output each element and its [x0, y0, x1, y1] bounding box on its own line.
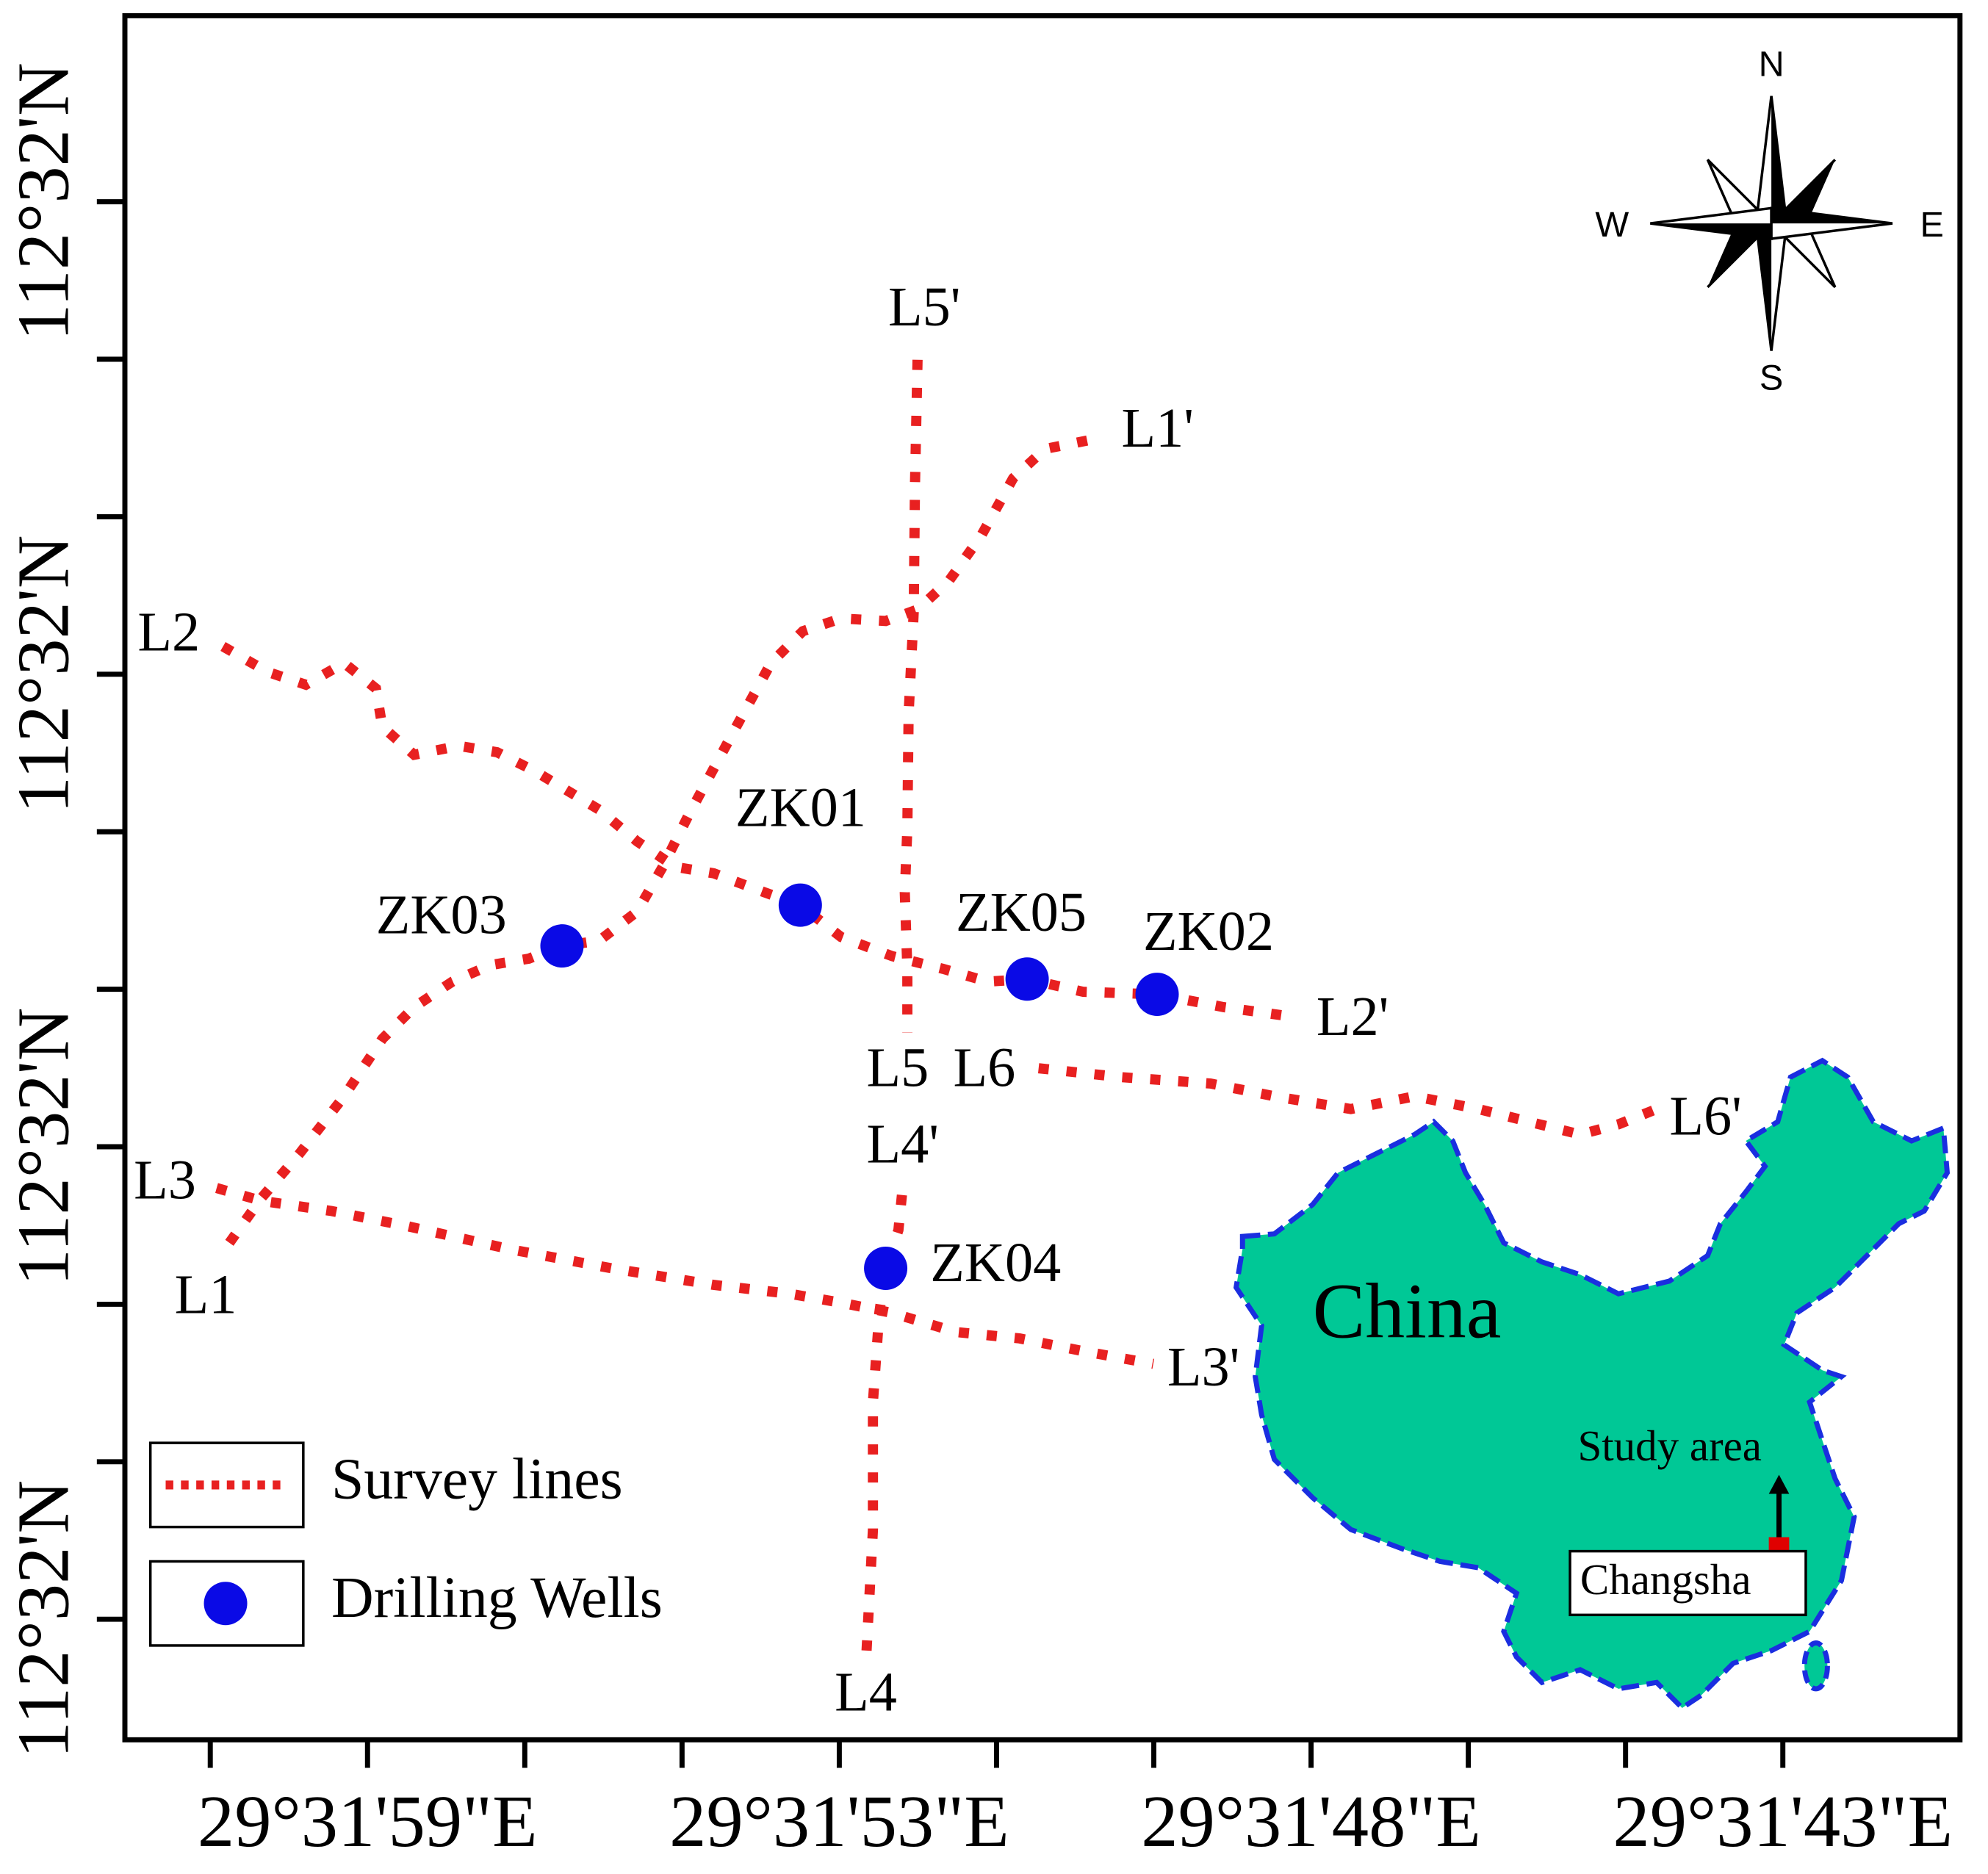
legend-well-symbol — [204, 1582, 248, 1626]
legend: Survey lines Drilling Wells — [148, 1441, 663, 1647]
study-area-marker — [1768, 1537, 1790, 1553]
y-tick-label: 112°32'N — [1, 62, 84, 341]
y-tick-label: 112°32'N — [1, 1008, 84, 1286]
line-label: L1' — [1121, 397, 1194, 459]
country-label: China — [1313, 1268, 1502, 1355]
legend-label: Drilling Wells — [331, 1565, 663, 1630]
y-tick-label: 112°32'N — [1, 1480, 84, 1759]
well-label: ZK05 — [956, 881, 1087, 943]
line-label: L5' — [888, 275, 961, 338]
line-label: L6' — [1669, 1085, 1742, 1147]
well-label: ZK02 — [1143, 900, 1274, 962]
compass-west — [1650, 223, 1772, 239]
study-area-label: Study area — [1577, 1421, 1762, 1470]
x-tick-label: 29°31'59"E — [198, 1780, 538, 1862]
compass-n: N — [1759, 45, 1784, 84]
survey-line — [225, 435, 1091, 1246]
compass-east — [1771, 208, 1892, 224]
drilling-well — [1005, 957, 1049, 1001]
legend-label: Survey lines — [331, 1447, 623, 1512]
hainan — [1801, 1640, 1830, 1692]
line-label: L3 — [134, 1148, 196, 1211]
line-label: L4 — [835, 1661, 897, 1723]
china-inset: China Study area Changsha — [1233, 1057, 1951, 1712]
line-label: L2' — [1317, 985, 1389, 1048]
map-frame — [122, 12, 1963, 1743]
line-label: L6 — [953, 1037, 1015, 1099]
survey-lines: L1 L1' L2 L2' L3 L3' L4 L4' L5 L5' L6 L6' — [134, 275, 1742, 1723]
well-label: ZK03 — [376, 883, 507, 945]
drilling-well — [1135, 973, 1179, 1017]
drilling-well — [778, 883, 822, 927]
compass-s: S — [1760, 358, 1783, 397]
x-tick-label: 29°31'53"E — [669, 1780, 1009, 1862]
compass-north — [1771, 95, 1787, 224]
well-label: ZK04 — [930, 1231, 1061, 1294]
survey-line — [899, 359, 923, 1033]
drilling-well — [540, 924, 584, 968]
drilling-well — [864, 1247, 908, 1290]
line-label: L4' — [867, 1113, 940, 1175]
compass-south — [1756, 223, 1772, 351]
survey-line — [861, 1191, 908, 1651]
y-tick-label: 112°32'N — [1, 535, 84, 813]
line-label: L2 — [137, 600, 200, 663]
city-label: Changsha — [1580, 1555, 1751, 1604]
line-label: L5 — [867, 1037, 929, 1099]
compass-w: W — [1595, 205, 1629, 245]
x-tick-label: 29°31'43"E — [1613, 1780, 1953, 1862]
compass: N S E W — [1595, 45, 1943, 398]
x-tick-label: 29°31'48"E — [1141, 1780, 1481, 1862]
arrow-head — [1768, 1474, 1790, 1494]
well-label: ZK01 — [735, 776, 866, 839]
survey-line — [1037, 1063, 1659, 1140]
line-label: L1 — [175, 1263, 237, 1325]
compass-e: E — [1920, 205, 1943, 245]
line-label: L3' — [1167, 1336, 1240, 1398]
city-box — [1569, 1549, 1807, 1617]
